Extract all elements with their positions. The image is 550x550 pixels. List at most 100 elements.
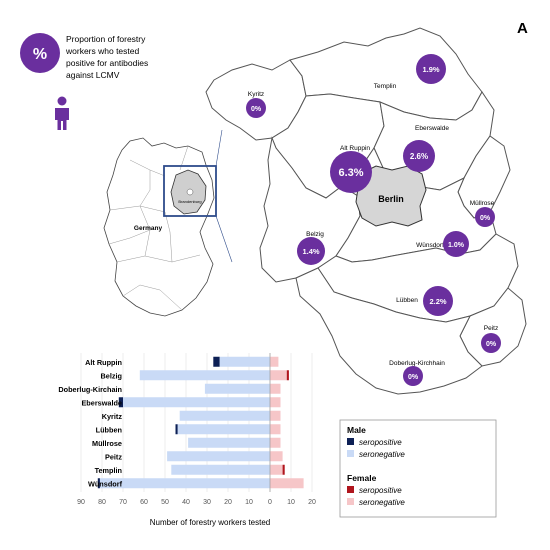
category-label-doberlug-kirchain: Doberlug-Kirchain — [58, 385, 122, 394]
x-tick-label: 10 — [287, 499, 295, 506]
category-label-w-nsdorf: Wünsdorf — [88, 479, 123, 488]
bar-male-seronegative-w-nsdorf — [99, 478, 271, 489]
inset-connector-bottom — [215, 215, 233, 263]
bar-female-seronegative-eberswalde — [270, 397, 281, 408]
x-tick-label: 70 — [119, 499, 127, 506]
percent-circle-peitz — [481, 333, 501, 353]
legend-text-line-2: workers who tested — [65, 46, 139, 56]
percent-circle-alt-ruppin — [330, 151, 372, 193]
legend-female-seronegative-label: seronegative — [359, 498, 405, 507]
district-label-peitz: Peitz — [484, 325, 498, 332]
legend-female-seronegative-swatch — [347, 498, 354, 505]
legend-text-line-3: positive for antibodies — [66, 58, 148, 68]
bar-female-seronegative-w-nsdorf — [270, 478, 304, 489]
percent-circle-doberlug-kirchhain — [403, 366, 423, 386]
chart-x-axis-label: Number of forestry workers tested — [150, 518, 270, 527]
bar-male-seronegative-doberlug-kirchain — [204, 383, 270, 394]
percent-circle-eberswalde — [403, 140, 435, 172]
x-tick-label: 50 — [161, 499, 169, 506]
percent-circle-belzig — [297, 237, 325, 265]
germany-label: Germany — [134, 225, 163, 232]
percent-value-peitz: 0% — [486, 341, 497, 348]
category-label-alt-ruppin: Alt Ruppin — [85, 358, 122, 367]
bar-female-seropositive-belzig — [286, 370, 289, 381]
category-label-m-llrose: Müllrose — [92, 439, 122, 448]
bar-female-seronegative-templin — [270, 464, 283, 475]
bar-male-seronegative-templin — [171, 464, 270, 475]
category-label-kyritz: Kyritz — [102, 412, 123, 421]
bar-female-seropositive-templin — [282, 464, 285, 475]
percent-value-muellrose: 0% — [480, 215, 491, 222]
category-label-templin: Templin — [95, 466, 122, 475]
category-label-belzig: Belzig — [101, 371, 123, 380]
percent-value-doberlug-kirchhain: 0% — [408, 374, 419, 381]
inset-connector-top — [215, 129, 223, 167]
percent-circle-muellrose — [475, 207, 495, 227]
bar-female-seronegative-peitz — [270, 451, 283, 462]
x-tick-label: 20 — [224, 499, 232, 506]
x-tick-label: 80 — [98, 499, 106, 506]
x-tick-label: 60 — [140, 499, 148, 506]
x-tick-label: 40 — [182, 499, 190, 506]
berlin-area — [355, 165, 427, 227]
district-label-templin: Templin — [374, 83, 397, 90]
bar-female-seronegative-kyritz — [270, 410, 281, 421]
percent-circle-wuensdorf — [443, 231, 469, 257]
x-tick-label: 20 — [308, 499, 316, 506]
bar-female-seronegative-belzig — [270, 370, 287, 381]
berlin-inset-dot — [186, 188, 194, 196]
bar-female-seronegative-alt-ruppin — [270, 356, 279, 367]
legend-text-line-1: Proportion of forestry — [66, 34, 146, 44]
bar-male-seronegative-l-bben — [177, 424, 270, 435]
percent-value-eberswalde: 2.6% — [410, 152, 428, 161]
bar-male-seropositive-eberswalde — [118, 397, 123, 408]
category-label-eberswalde: Eberswalde — [81, 398, 122, 407]
bar-female-seronegative-l-bben — [270, 424, 281, 435]
district-label-eberswalde: Eberswalde — [415, 125, 449, 132]
bar-chart: Alt Ruppin Belzig Doberlug-Kirchain Eberswa… — [58, 353, 316, 506]
bar-male-seronegative-alt-ruppin — [219, 356, 270, 367]
bar-male-seropositive-l-bben — [175, 424, 178, 435]
chart-legend: Male seropositive seronegative Female se… — [339, 419, 497, 518]
percent-circle-templin — [416, 54, 446, 84]
berlin-label: Berlin — [378, 194, 404, 204]
percent-circle-luebben — [423, 286, 453, 316]
bar-male-seropositive-w-nsdorf — [97, 478, 100, 489]
x-tick-label: 30 — [203, 499, 211, 506]
panel-label: A — [517, 20, 528, 37]
district-label-muellrose: Müllrose — [470, 200, 495, 207]
brandenburg-inset-label: Brandenburg — [178, 199, 201, 204]
bar-male-seronegative-eberswalde — [123, 397, 270, 408]
bar-female-seronegative-m-llrose — [270, 437, 281, 448]
category-label-l-bben: Lübben — [96, 425, 122, 434]
legend-male-seropositive-label: seropositive — [359, 438, 402, 447]
bar-male-seropositive-alt-ruppin — [213, 356, 220, 367]
district-label-alt-ruppin: Alt Ruppin — [340, 145, 370, 152]
chart-legend-box — [339, 419, 497, 518]
category-label-peitz: Peitz — [105, 452, 122, 461]
percent-value-luebben: 2.2% — [429, 297, 446, 306]
legend-male-title: Male — [347, 425, 366, 435]
germany-inset: Brandenburg Germany — [103, 129, 233, 317]
person-icon — [55, 96, 69, 130]
x-tick-label: 10 — [245, 499, 253, 506]
legend-male-seronegative-swatch — [347, 450, 354, 457]
bar-male-seronegative-belzig — [139, 370, 270, 381]
legend-male-seronegative-label: seronegative — [359, 450, 405, 459]
percent-value-kyritz: 0% — [251, 106, 262, 113]
legend-female-title: Female — [347, 473, 377, 483]
bar-female-seronegative-doberlug-kirchain — [270, 383, 281, 394]
district-label-belzig: Belzig — [306, 231, 324, 238]
district-label-luebben: Lübben — [396, 297, 418, 304]
district-label-wuensdorf: Wünsdorf — [416, 242, 444, 249]
legend-female-seropositive-swatch — [347, 486, 354, 493]
percent-value-alt-ruppin: 6.3% — [338, 167, 363, 179]
percent-value-belzig: 1.4% — [302, 247, 319, 256]
percent-circle-kyritz — [246, 98, 266, 118]
percent-value-templin: 1.9% — [422, 65, 439, 74]
x-tick-label: 90 — [77, 499, 85, 506]
legend-female-seropositive-label: seropositive — [359, 486, 402, 495]
legend-male-seropositive-swatch — [347, 438, 354, 445]
